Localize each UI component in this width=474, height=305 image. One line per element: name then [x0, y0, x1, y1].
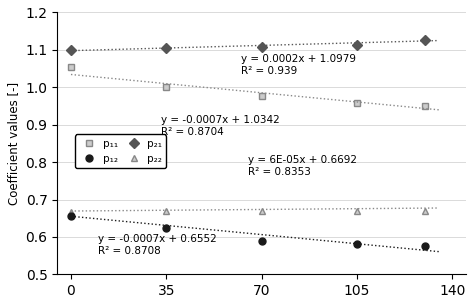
Text: y = -0.0007x + 1.0342: y = -0.0007x + 1.0342	[161, 115, 280, 125]
Text: y = 6E-05x + 0.6692: y = 6E-05x + 0.6692	[248, 155, 357, 165]
Text: R² = 0.939: R² = 0.939	[241, 66, 298, 76]
Text: R² = 0.8353: R² = 0.8353	[248, 167, 311, 177]
Legend: p₁₁, p₁₂, p₂₁, p₂₂: p₁₁, p₁₂, p₂₁, p₂₂	[75, 135, 166, 168]
Text: y = -0.0007x + 0.6552: y = -0.0007x + 0.6552	[98, 234, 217, 244]
Text: y = 0.0002x + 1.0979: y = 0.0002x + 1.0979	[241, 54, 356, 64]
Text: R² = 0.8708: R² = 0.8708	[98, 246, 161, 256]
Y-axis label: Coefficient values [-]: Coefficient values [-]	[7, 82, 20, 205]
Text: R² = 0.8704: R² = 0.8704	[161, 127, 224, 137]
